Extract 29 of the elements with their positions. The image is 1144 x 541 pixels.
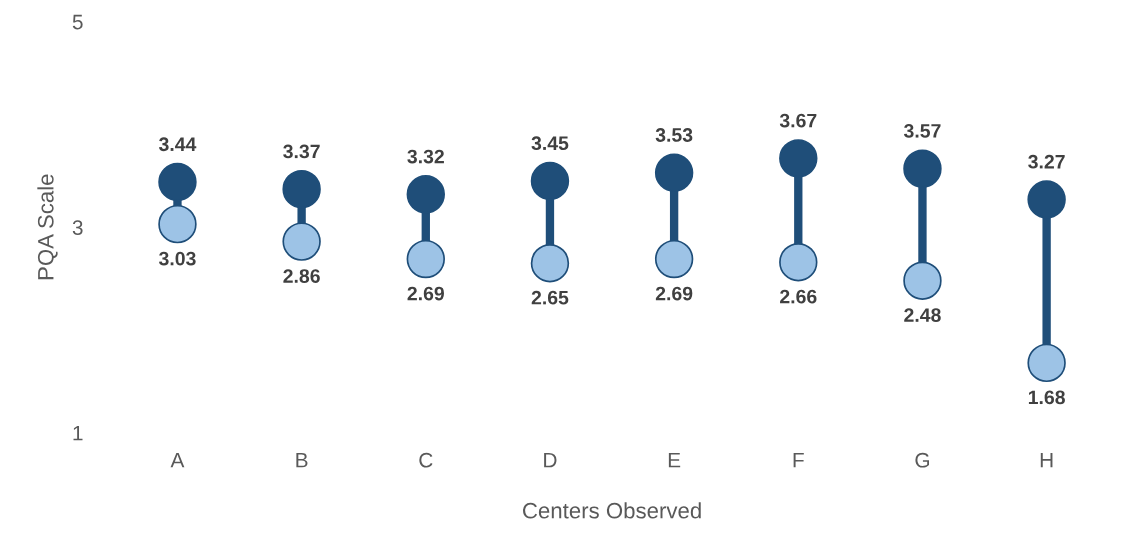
data-label: 3.53	[655, 128, 693, 142]
data-label: 2.48	[904, 308, 941, 322]
data-label: 2.66	[780, 289, 817, 304]
x-tick-label: F	[793, 453, 804, 468]
x-tick-label: D	[544, 453, 557, 468]
data-label: 2.69	[407, 286, 444, 301]
x-tick-label: E	[668, 453, 681, 468]
data-label: 2.69	[655, 286, 693, 301]
data-label: 3.44	[158, 137, 197, 152]
x-axis-title: Centers Observed	[523, 502, 701, 519]
data-label: 3.03	[158, 251, 196, 266]
data-label: 2.65	[531, 290, 569, 305]
data-label: 3.67	[779, 113, 817, 128]
x-tick-label: G	[915, 452, 929, 468]
x-tick-label: C	[419, 452, 433, 468]
x-tick-label: B	[296, 453, 308, 468]
data-label: 3.57	[903, 123, 941, 138]
data-label: 3.45	[531, 136, 569, 151]
data-label: 3.37	[283, 144, 320, 159]
x-tick-label: A	[170, 453, 185, 468]
data-label: 3.27	[1028, 154, 1065, 169]
data-label: 1.68	[1028, 390, 1065, 405]
y-tick-label: 1	[73, 426, 83, 441]
data-label: 3.32	[407, 149, 444, 164]
y-tick-label: 3	[72, 220, 83, 235]
data-label: 2.86	[283, 269, 320, 283]
x-tick-label: H	[1040, 453, 1053, 468]
y-axis-title: PQA Scale	[37, 174, 58, 280]
y-tick-label: 5	[72, 14, 83, 30]
